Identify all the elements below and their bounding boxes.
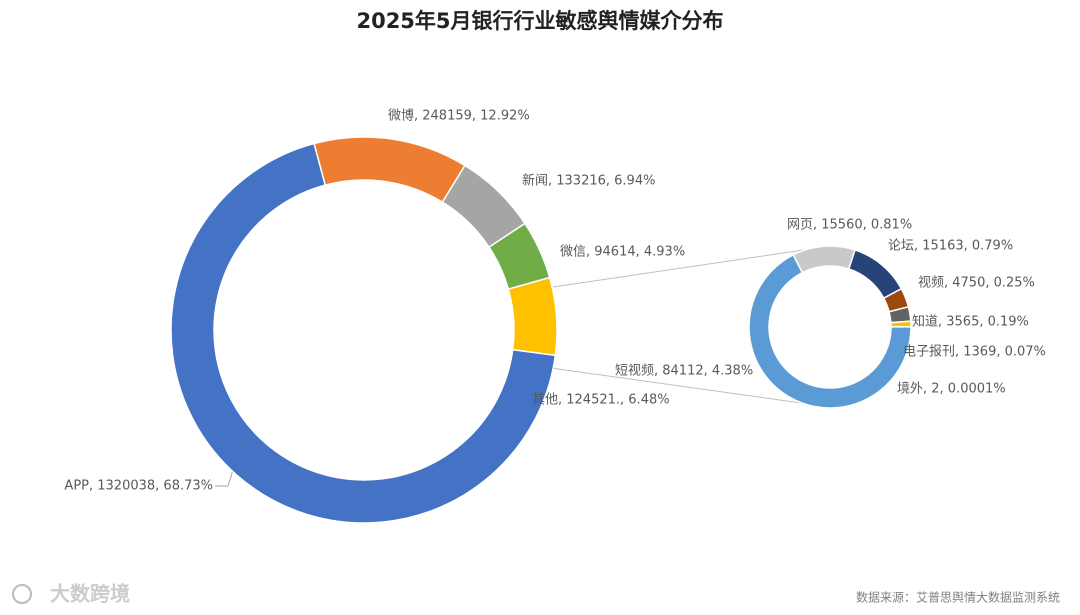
ring-segment (847, 249, 903, 300)
ring-segment (890, 320, 912, 328)
logo: 大数跨境 (12, 582, 130, 606)
connector-line (550, 367, 831, 408)
source: 数据来源：艾普思舆情大数据监测系统 (856, 590, 1060, 605)
ring-segment (748, 253, 912, 409)
logo-icon (12, 584, 32, 604)
data-label: 知道, 3565, 0.19% (912, 314, 1029, 330)
data-label: 电子报刊, 1369, 0.07% (903, 345, 1046, 360)
data-label: 其他, 124521., 6.48% (532, 393, 670, 408)
data-label: APP, 1320038, 68.73% (64, 479, 213, 494)
chart-title: 2025年5月银行行业敏感舆情媒介分布 (356, 9, 723, 33)
data-label: 微信, 94614, 4.93% (560, 245, 685, 260)
data-label: 微博, 248159, 12.92% (388, 109, 530, 124)
data-label: 短视频, 84112, 4.38% (615, 364, 753, 379)
data-label: 境外, 2, 0.0001% (897, 382, 1006, 397)
rings (170, 136, 912, 524)
ring-segment (170, 142, 557, 524)
data-label: 论坛, 15163, 0.79% (888, 239, 1013, 254)
data-label: 网页, 15560, 0.81% (787, 218, 912, 233)
logo-text: 大数跨境 (50, 582, 130, 606)
connector-line (552, 247, 818, 288)
ring-segment (313, 136, 466, 204)
leader-line (227, 469, 234, 487)
data-label: 新闻, 133216, 6.94% (522, 173, 655, 189)
ring-segment (507, 276, 558, 357)
data-label: 视频, 4750, 0.25% (918, 276, 1035, 291)
